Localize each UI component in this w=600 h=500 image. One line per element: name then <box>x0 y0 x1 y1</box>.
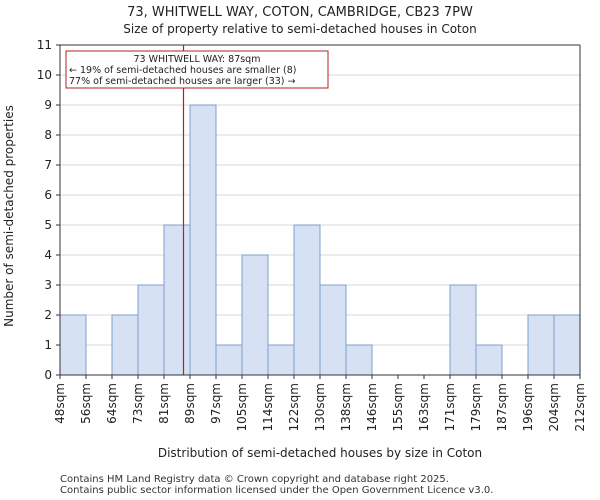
x-axis: 48sqm 56sqm 64sqm 73sqm 81sqm 89sqm 97sqm 105sq… <box>53 44 587 431</box>
y-tick-label-7: 7 <box>44 158 52 172</box>
bar-204sqm <box>553 314 581 376</box>
bar-138sqm <box>345 344 373 376</box>
annotation-box: 73 WHITWELL WAY: 87sqm ← 19% of semi-det… <box>65 50 329 89</box>
x-tick-label-56sqm: 56sqm <box>79 383 93 424</box>
x-tick-label-138sqm: 138sqm <box>339 383 353 431</box>
x-tick-label-114sqm: 114sqm <box>261 383 275 431</box>
chart-subtitle: Size of property relative to semi-detach… <box>123 22 476 36</box>
x-tick-label-122sqm: 122sqm <box>287 383 301 431</box>
bar-122sqm <box>293 224 321 376</box>
x-tick-label-212sqm: 212sqm <box>573 383 587 431</box>
bar-97sqm <box>215 344 243 376</box>
bar-179sqm <box>475 344 503 376</box>
y-tick-label-9: 9 <box>44 98 52 112</box>
y-tick-label-4: 4 <box>44 248 52 262</box>
y-axis: 0 1 2 3 4 5 6 7 8 9 10 11 <box>37 38 61 382</box>
x-tick-label-81sqm: 81sqm <box>157 383 171 424</box>
x-tick-label-89sqm: 89sqm <box>183 383 197 424</box>
bar-196sqm <box>527 314 555 376</box>
annotation-line-3: 77% of semi-detached houses are larger (… <box>69 76 296 87</box>
x-tick-label-105sqm: 105sqm <box>235 383 249 431</box>
histogram-chart: 73, WHITWELL WAY, COTON, CAMBRIDGE, CB23… <box>2 5 587 460</box>
x-tick-label-196sqm: 196sqm <box>521 383 535 431</box>
bars <box>59 104 581 376</box>
y-tick-label-1: 1 <box>44 338 52 352</box>
annotation-line-2: ← 19% of semi-detached houses are smalle… <box>69 65 297 76</box>
x-tick-label-73sqm: 73sqm <box>131 383 145 424</box>
bar-81sqm <box>163 224 191 376</box>
bar-73sqm <box>137 284 165 376</box>
y-axis-label: Number of semi-detached properties <box>2 105 16 327</box>
x-tick-label-97sqm: 97sqm <box>209 383 223 424</box>
bar-114sqm <box>267 344 295 376</box>
bar-130sqm <box>319 284 347 376</box>
y-tick-label-10: 10 <box>37 68 52 82</box>
bar-89sqm <box>189 104 217 376</box>
x-tick-label-48sqm: 48sqm <box>53 383 67 424</box>
x-tick-label-179sqm: 179sqm <box>469 383 483 431</box>
chart-title: 73, WHITWELL WAY, COTON, CAMBRIDGE, CB23… <box>127 5 473 20</box>
y-tick-label-11: 11 <box>37 38 52 52</box>
x-tick-label-171sqm: 171sqm <box>443 383 457 431</box>
footer-licence: Contains public sector information licen… <box>60 485 494 496</box>
bar-105sqm <box>241 254 269 376</box>
y-tick-label-6: 6 <box>44 188 52 202</box>
x-tick-label-163sqm: 163sqm <box>417 383 431 431</box>
x-tick-label-130sqm: 130sqm <box>313 383 327 431</box>
y-tick-label-0: 0 <box>44 368 52 382</box>
y-tick-label-2: 2 <box>44 308 52 322</box>
x-tick-label-155sqm: 155sqm <box>391 383 405 431</box>
bar-171sqm <box>449 284 477 376</box>
x-tick-label-187sqm: 187sqm <box>495 383 509 431</box>
y-tick-label-5: 5 <box>44 218 52 232</box>
x-tick-label-146sqm: 146sqm <box>365 383 379 431</box>
y-tick-label-3: 3 <box>44 278 52 292</box>
footer-copyright: Contains HM Land Registry data © Crown c… <box>60 474 449 485</box>
annotation-line-1: 73 WHITWELL WAY: 87sqm <box>134 54 261 65</box>
y-tick-label-8: 8 <box>44 128 52 142</box>
x-axis-label: Distribution of semi-detached houses by … <box>158 446 482 460</box>
bar-64sqm <box>111 314 139 376</box>
x-tick-label-204sqm: 204sqm <box>547 383 561 431</box>
x-tick-label-64sqm: 64sqm <box>105 383 119 424</box>
bar-48sqm <box>59 314 87 376</box>
